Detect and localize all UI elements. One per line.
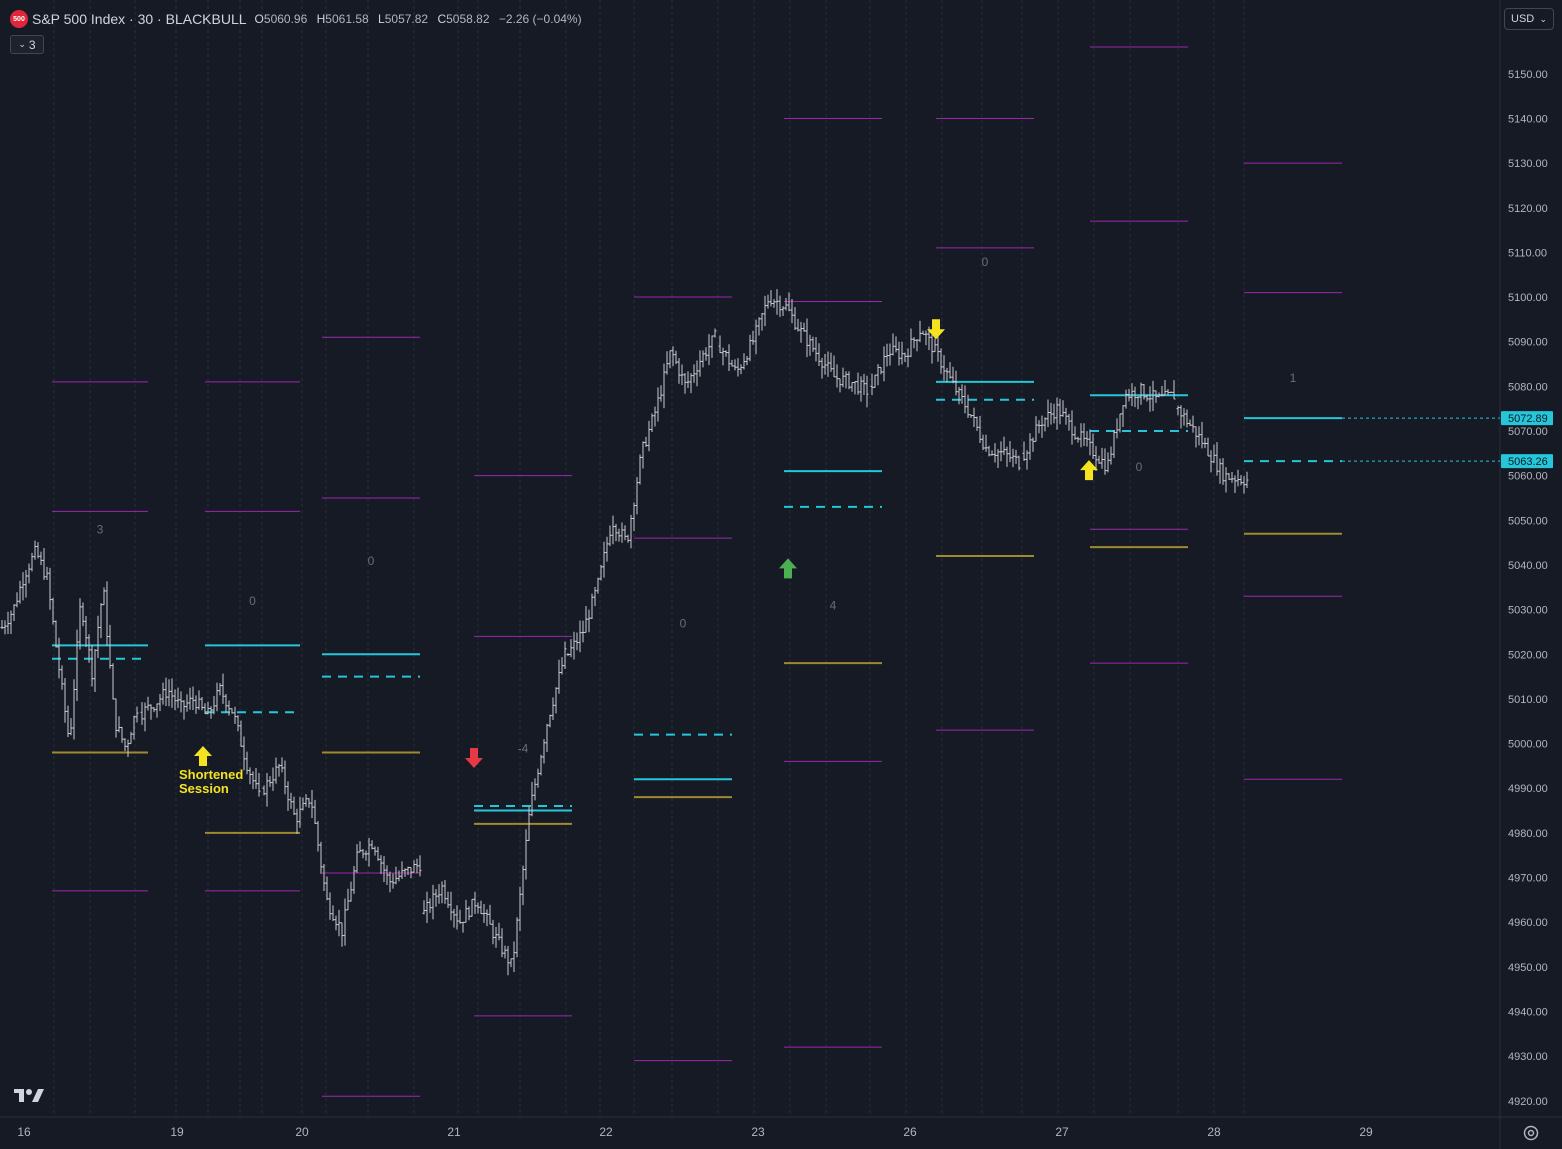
time-tick-label: 20 [295,1125,309,1139]
price-tick-label: 4940.00 [1508,1006,1548,1018]
session-count-label: -4 [518,741,529,755]
arrow-up-icon [779,558,797,579]
session-count-label: 0 [680,616,687,630]
close-label: C [437,12,447,26]
price-tick-label: 4960.00 [1508,917,1548,929]
price-tick-label: 5050.00 [1508,515,1548,527]
price-tick-label: 5120.00 [1508,203,1548,215]
price-label-tag [1501,411,1553,426]
indicators-toggle-button[interactable]: ⌄ 3 [10,35,44,54]
chevron-down-icon: ⌄ [1539,13,1547,24]
session-levels: 3 0 0 -4 0 4 0 0 1 [52,46,1500,1097]
price-bars [0,289,1249,976]
arrow-up-icon [1080,460,1098,481]
open-label: O [254,12,264,26]
price-tick-label: 5010.00 [1508,694,1548,706]
price-tick-label: 4920.00 [1508,1096,1548,1108]
high-label: H [316,12,326,26]
chart-legend: 500 S&P 500 Index · 30 · BLACKBULL O5060… [10,8,582,30]
arrow-down-icon [927,319,945,340]
price-tick-label: 5020.00 [1508,649,1548,661]
time-tick-label: 27 [1055,1125,1069,1139]
time-tick-label: 21 [447,1125,461,1139]
price-tick-label: 5060.00 [1508,471,1548,483]
high-value: 5061.58 [325,12,369,26]
price-tick-label: 4980.00 [1508,828,1548,840]
price-label-text: 5072.89 [1508,413,1548,425]
price-tick-label: 5070.00 [1508,426,1548,438]
price-tick-label: 5030.00 [1508,605,1548,617]
symbol-title[interactable]: S&P 500 Index · 30 · BLACKBULL [32,11,247,27]
currency-label: USD [1511,13,1535,25]
open-value: 5060.96 [263,12,308,26]
tradingview-logo-icon[interactable] [14,1086,44,1104]
settings-gear-icon[interactable] [1522,1124,1540,1142]
arrow-up-icon [194,745,212,766]
session-count-label: 3 [97,523,104,537]
currency-selector[interactable]: USD ⌄ [1504,8,1554,30]
price-tick-label: 5100.00 [1508,292,1548,304]
close-value: 5058.82 [446,12,490,26]
time-tick-label: 23 [751,1125,765,1139]
price-tick-label: 5140.00 [1508,113,1548,125]
ohlc-values: O5060.96 H5061.58 L5057.82 C5058.82 −2.2… [255,12,582,26]
time-tick-label: 16 [17,1125,31,1139]
price-tick-label: 4950.00 [1508,962,1548,974]
price-tick-label: 5110.00 [1508,247,1547,259]
price-label-text: 5063.26 [1508,456,1548,468]
time-tick-label: 22 [599,1125,613,1139]
price-tick-label: 5080.00 [1508,381,1548,393]
time-axis[interactable]: 16 19 20 21 22 23 26 27 28 29 [17,1125,1373,1139]
change-value: −2.26 (−0.04%) [498,12,582,26]
price-axis-background [1500,0,1562,1149]
price-axis[interactable]: 4920.00 4930.00 4940.00 4950.00 4960.00 4970.… [1501,69,1553,1108]
symbol-logo: 500 [10,10,28,28]
session-count-label: 4 [830,599,837,613]
low-value: 5057.82 [384,12,429,26]
price-tick-label: 5040.00 [1508,560,1548,572]
time-tick-label: 29 [1359,1125,1373,1139]
time-tick-label: 26 [903,1125,917,1139]
price-label-tag [1501,454,1553,469]
shortened-session-label: Session [179,781,229,796]
time-tick-label: 28 [1207,1125,1221,1139]
price-tick-label: 5130.00 [1508,158,1548,170]
session-count-label: 0 [368,554,375,568]
price-tick-label: 4930.00 [1508,1051,1548,1063]
indicators-count: 3 [28,37,36,52]
shortened-session-label: Shortened [179,767,243,782]
chevron-down-icon: ⌄ [18,39,26,49]
session-count-label: 0 [982,255,989,269]
session-count-label: 0 [1136,460,1143,474]
price-tick-label: 4970.00 [1508,873,1548,885]
session-count-label: 0 [249,594,256,608]
session-count-label: 1 [1290,371,1297,385]
time-tick-label: 19 [170,1125,184,1139]
price-tick-label: 5000.00 [1508,739,1548,751]
price-tick-label: 4990.00 [1508,783,1548,795]
low-label: L [378,12,385,26]
arrow-down-icon [465,747,483,768]
price-tick-label: 5150.00 [1508,69,1548,81]
price-tick-label: 5090.00 [1508,337,1548,349]
